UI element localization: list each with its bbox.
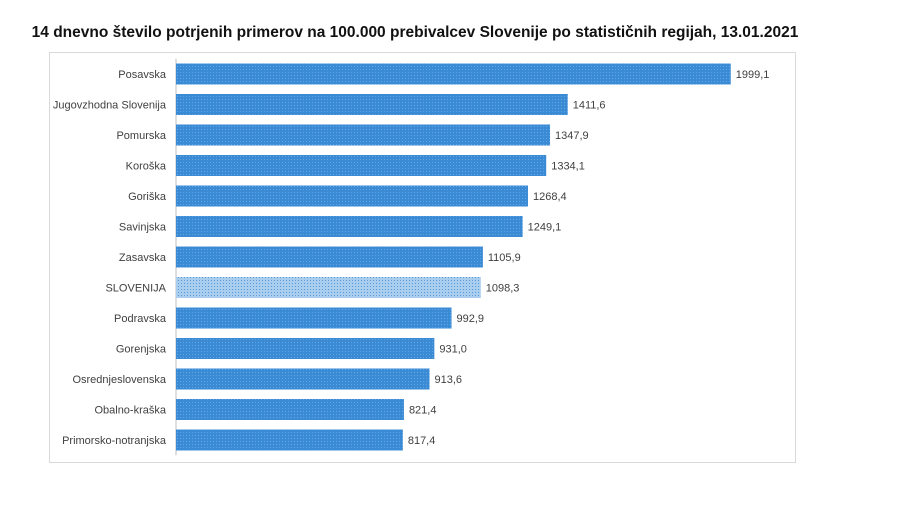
bar-zasavska <box>176 246 483 268</box>
bars-group <box>176 63 731 451</box>
bar-savinjska <box>176 216 523 237</box>
bar-slovenija <box>176 277 481 298</box>
category-label: Posavska <box>118 69 167 81</box>
bar-koro-ka <box>176 155 547 176</box>
category-label: Gorenjska <box>116 344 167 356</box>
value-label: 1999,1 <box>736 69 770 81</box>
value-label: 913,6 <box>435 374 463 386</box>
value-label: 1411,6 <box>573 100 606 112</box>
bar-osrednjeslovenska <box>176 368 430 390</box>
category-label: SLOVENIJA <box>105 283 166 295</box>
category-label: Jugovzhodna Slovenija <box>53 100 167 112</box>
bar-primorsko-notranjska <box>176 429 403 451</box>
category-label: Goriška <box>128 191 167 203</box>
value-label: 1105,9 <box>488 252 521 264</box>
value-label: 992,9 <box>457 313 485 325</box>
value-label: 1249,1 <box>528 222 562 234</box>
plot-frame <box>49 52 796 463</box>
category-label: Savinjska <box>119 222 167 234</box>
bar-gorenjska <box>176 338 435 359</box>
value-label: 817,4 <box>408 435 436 447</box>
value-label: 1268,4 <box>533 191 567 203</box>
value-label: 821,4 <box>409 405 437 417</box>
bar-jugovzhodna-slovenija <box>176 94 568 115</box>
category-label: Pomurska <box>116 130 166 142</box>
value-label: 1347,9 <box>555 130 589 142</box>
category-label: Osrednjeslovenska <box>72 374 166 386</box>
bar-podravska <box>176 307 452 329</box>
value-label: 1334,1 <box>551 161 585 173</box>
value-label: 1098,3 <box>486 283 520 295</box>
value-labels-group: 1999,1 1411,6 1347,9 1334,1 1268,4 1249,1 1105… <box>408 69 770 447</box>
chart-title: 14 dnevno število potrjenih primerov na … <box>31 24 799 41</box>
category-labels-group: Posavska Jugovzhodna Slovenija Pomurska Kor… <box>53 69 167 447</box>
bar-gori-ka <box>176 185 528 207</box>
category-label: Obalno-kraška <box>94 405 166 417</box>
category-label: Zasavska <box>119 252 167 264</box>
bar-obalno-kra-ka <box>176 399 404 420</box>
category-label: Podravska <box>114 313 167 325</box>
category-label: Koroška <box>126 161 167 173</box>
bar-posavska <box>176 63 731 85</box>
bar-pomurska <box>176 124 551 146</box>
value-label: 931,0 <box>439 344 467 356</box>
category-label: Primorsko-notranjska <box>62 435 167 447</box>
